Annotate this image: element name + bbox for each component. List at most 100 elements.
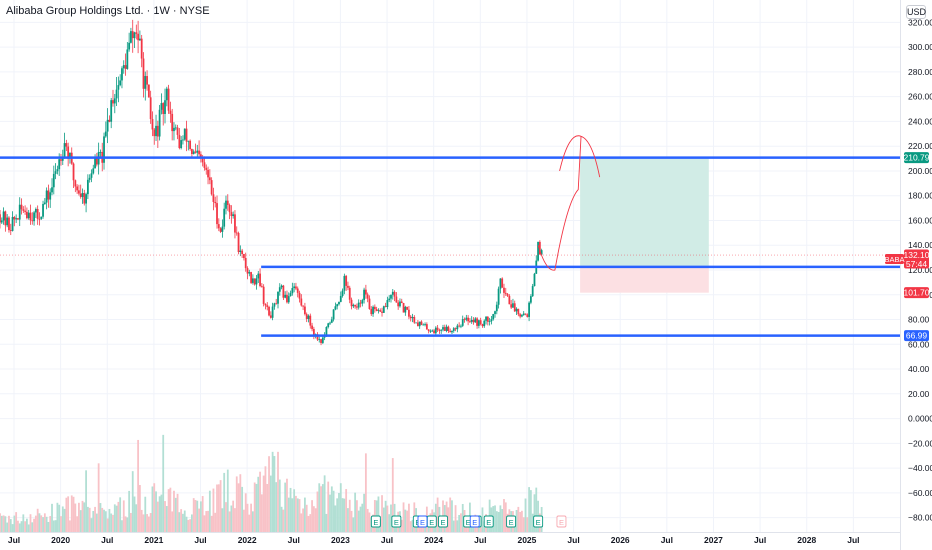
candle-body [452,328,455,331]
volume-bar [497,511,500,532]
x-tick-label: 2024 [424,535,443,545]
projection-arrow [537,136,582,271]
volume-bar [0,513,1,532]
y-tick-label: 80.00 [908,315,930,325]
candle-body [244,258,247,269]
volume-bar [191,514,193,532]
candle-body [296,288,299,293]
volume-bar [26,518,28,532]
candle-body [524,313,527,315]
volume-bar [481,507,484,532]
volume-bar [51,503,53,532]
volume-bar [269,475,272,532]
candle-body [528,302,530,317]
candle-body [124,65,127,69]
volume-bar [171,511,174,532]
candle-body [36,208,39,219]
x-tick-label: Jul [661,535,673,545]
candle-body [427,329,430,331]
volume-bar [461,503,464,532]
volume-bar [198,508,200,532]
x-tick-label: Jul [381,535,393,545]
candle-body [76,186,79,191]
candle-body [257,273,260,279]
volume-bar [192,498,195,532]
volume-bar [535,487,538,532]
volume-bar [364,453,367,532]
candle-body [402,303,405,313]
volume-bar [341,498,344,532]
candle-body [27,212,30,219]
candle-body [131,31,134,39]
candle-body [226,200,229,205]
candle-body [72,163,75,181]
candle-body [167,88,170,111]
candle-body [481,324,484,327]
x-tick-label: Jul [194,535,206,545]
candle-body [529,296,532,303]
volume-bar [286,478,288,532]
volume-bar [323,475,326,532]
volume-bar [43,513,46,532]
svg-text:132.10: 132.10 [904,250,930,260]
candle-body [15,218,18,220]
candle-body [230,212,233,217]
volume-bar [58,504,61,532]
candle-body [108,119,111,122]
volume-bar [280,506,283,532]
volume-bar [178,512,181,532]
candle-body [2,211,5,221]
candle-body [42,203,44,217]
candle-body [352,304,355,307]
candle-body [424,324,426,325]
candle-body [397,302,400,307]
volume-bar [138,485,141,532]
candle-body [79,193,82,197]
candle-body [312,329,315,337]
candle-body [379,310,382,312]
candle-body [404,306,407,313]
volume-bar [144,496,147,532]
volume-bar [61,506,64,532]
volume-bar [9,519,12,532]
volume-bar [205,511,208,532]
volume-bar [133,496,136,532]
candle-body [153,129,156,137]
volume-bar [494,505,496,532]
candle-body [490,319,493,322]
candle-body [40,216,43,219]
candle-body [133,32,136,39]
candle-body [180,140,183,149]
target-zone [580,157,709,267]
y-tick-label: 40.00 [908,364,930,374]
volume-bar [354,492,357,532]
volume-bar [377,496,380,532]
candle-body [388,298,391,301]
volume-bar [291,498,294,532]
candle-body [483,320,486,327]
volume-bar [259,471,261,532]
candle-body [447,326,450,332]
volume-bar [255,483,258,532]
candle-body [243,253,245,259]
candle-body [320,339,322,343]
volume-bar [296,498,299,532]
candle-body [422,324,425,326]
volume-bar [221,508,224,532]
y-tick-label: 140.00 [908,240,932,250]
volume-bar [329,494,331,532]
currency-button[interactable]: USD [906,5,927,19]
candle-body [239,250,242,252]
volume-bar [451,500,453,532]
volume-bar [135,504,138,532]
x-tick-label: Jul [847,535,859,545]
x-tick-label: 2023 [331,535,350,545]
dividend-marker: E [469,515,480,528]
candle-body [246,268,249,274]
candle-body [413,317,416,323]
volume-bar [121,520,123,532]
volume-bar [495,511,498,532]
volume-bar [72,496,75,532]
volume-bar [199,501,202,532]
